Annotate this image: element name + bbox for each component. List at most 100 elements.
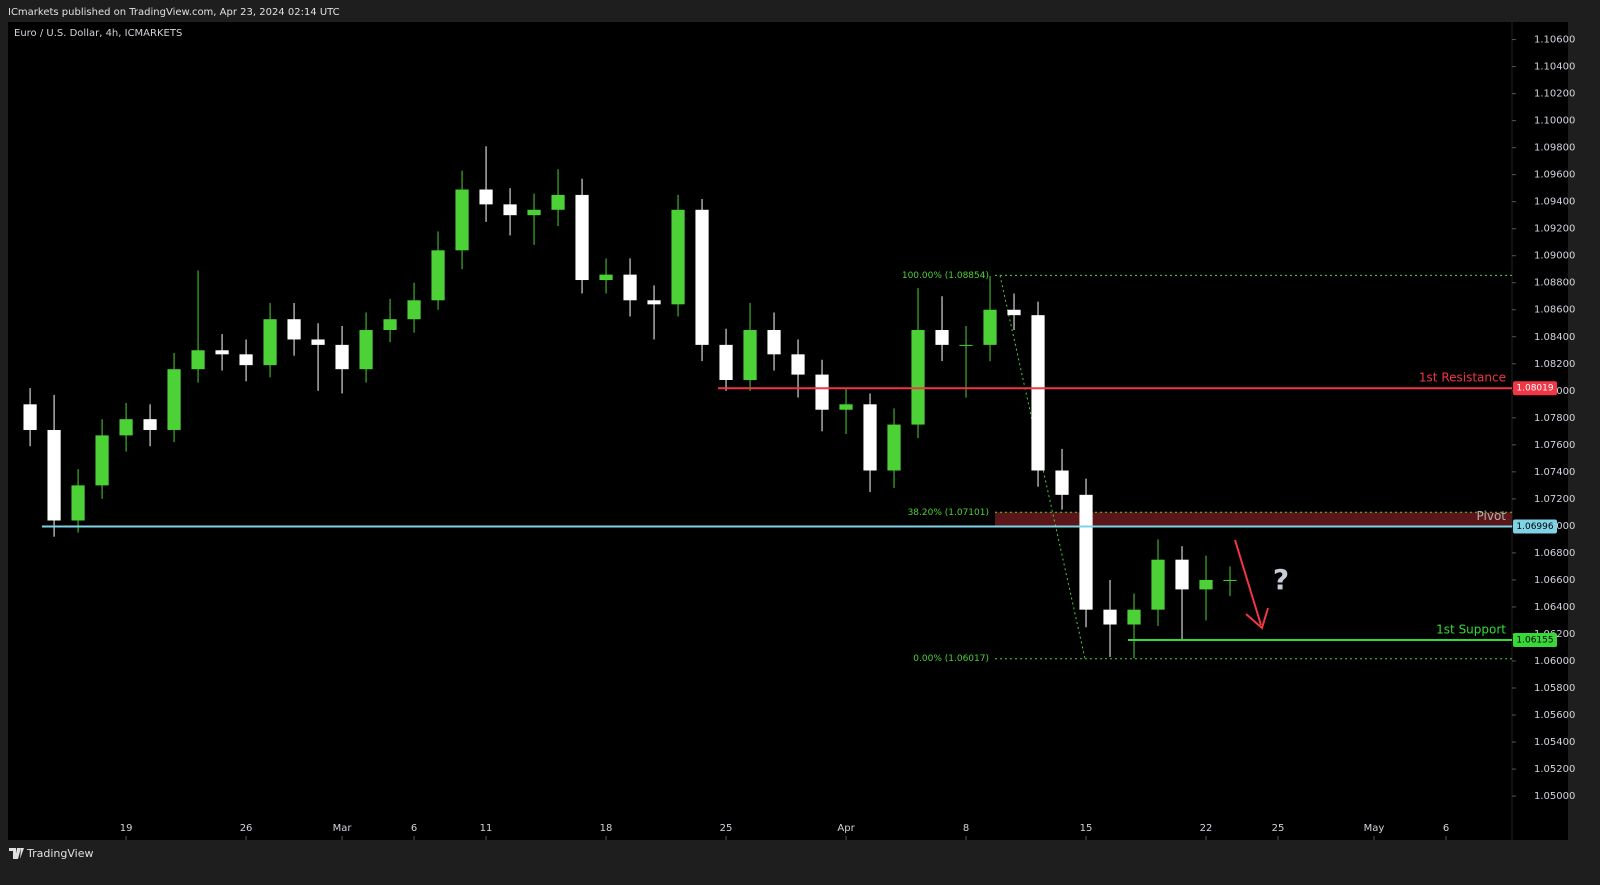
x-tick-label: 26 <box>240 823 253 834</box>
candle-body <box>959 344 973 346</box>
fib-label: 100.00% (1.08854) <box>902 271 989 281</box>
chart-title: Euro / U.S. Dollar, 4h, ICMARKETS <box>14 28 182 39</box>
y-tick-label: 1.08200 <box>1534 359 1575 370</box>
candle-body <box>623 274 637 301</box>
candle-body <box>791 354 805 375</box>
y-tick-label: 1.06600 <box>1534 575 1575 586</box>
candle-body <box>815 374 829 410</box>
fib-label: 38.20% (1.07101) <box>908 508 989 518</box>
plot <box>23 146 1512 660</box>
footer-logo: TradingView <box>9 847 93 860</box>
candle-body <box>1223 579 1237 581</box>
level-name: 1st Resistance <box>1419 371 1506 385</box>
y-tick-label: 1.08800 <box>1534 278 1575 289</box>
y-tick-label: 1.10200 <box>1534 89 1575 100</box>
y-tick-label: 1.10400 <box>1534 62 1575 73</box>
y-tick-label: 1.09200 <box>1534 224 1575 235</box>
candle-body <box>407 300 421 320</box>
candle-body <box>263 319 277 366</box>
y-tick-label: 1.07600 <box>1534 440 1575 451</box>
level-name: Pivot <box>1477 509 1507 523</box>
y-tick-label: 1.09600 <box>1534 170 1575 181</box>
candle-body <box>191 350 205 370</box>
candle-body <box>551 194 565 210</box>
x-tick-label: 11 <box>480 823 493 834</box>
candle-body <box>1151 559 1165 610</box>
chart-area <box>8 22 1568 840</box>
candle-body <box>575 194 589 281</box>
candle-body <box>311 339 325 345</box>
x-tick-label: 6 <box>411 823 417 834</box>
x-tick-label: Mar <box>333 823 353 834</box>
candle-body <box>1199 579 1213 590</box>
y-tick-label: 1.07400 <box>1534 467 1575 478</box>
y-tick-label: 1.09400 <box>1534 197 1575 208</box>
y-tick-label: 1.07800 <box>1534 413 1575 424</box>
candle-body <box>887 424 901 471</box>
candle-body <box>431 250 445 301</box>
price-tag <box>1513 381 1557 396</box>
y-tick-label: 1.07200 <box>1534 494 1575 505</box>
y-tick-label: 1.05600 <box>1534 710 1575 721</box>
candle-body <box>767 330 781 355</box>
price-tag-label: 1.06996 <box>1516 522 1553 532</box>
price-tag <box>1513 519 1557 534</box>
candle-body <box>839 404 853 410</box>
candle-body <box>359 330 373 370</box>
y-tick-label: 1.09800 <box>1534 143 1575 154</box>
x-tick-label: 25 <box>1272 823 1285 834</box>
candle-body <box>455 189 469 251</box>
x-tick-label: 6 <box>1443 823 1449 834</box>
candle-body <box>383 319 397 331</box>
candle-body <box>695 209 709 345</box>
candle-body <box>1103 609 1117 625</box>
price-tag-label: 1.06155 <box>1516 636 1553 646</box>
y-tick-label: 1.08400 <box>1534 332 1575 343</box>
candle-body <box>23 404 37 430</box>
candle-body <box>1079 494 1093 610</box>
y-tick-label: 1.09000 <box>1534 251 1575 262</box>
x-tick-label: 15 <box>1080 823 1093 834</box>
x-tick-label: 18 <box>600 823 613 834</box>
x-tick-label: 25 <box>720 823 733 834</box>
x-tick-label: Apr <box>837 823 855 834</box>
candle-body <box>167 369 181 430</box>
y-tick-label: 1.05000 <box>1534 791 1575 802</box>
candle-body <box>719 344 733 380</box>
pivot-zone <box>995 512 1512 527</box>
candle-body <box>95 435 109 486</box>
x-tick-label: May <box>1364 823 1385 834</box>
candle-body <box>911 330 925 425</box>
candle-body <box>1127 609 1141 625</box>
candle-body <box>47 429 61 521</box>
y-tick-label: 1.06400 <box>1534 602 1575 613</box>
candle-body <box>863 404 877 471</box>
candle-body <box>287 319 301 340</box>
candle-body <box>647 300 661 305</box>
candle-body <box>479 189 493 205</box>
y-tick-label: 1.10000 <box>1534 116 1575 127</box>
price-tag <box>1513 633 1557 648</box>
candle-body <box>1175 559 1189 590</box>
x-tick-label: 19 <box>120 823 133 834</box>
arrow <box>1234 539 1269 630</box>
fib-label: 0.00% (1.06017) <box>913 654 989 664</box>
candle-body <box>239 354 253 366</box>
y-tick-label: 1.05400 <box>1534 737 1575 748</box>
candle-body <box>335 344 349 370</box>
y-tick-label: 1.08600 <box>1534 305 1575 316</box>
candle-body <box>215 350 229 355</box>
y-tick-label: 1.06000 <box>1534 656 1575 667</box>
y-tick-label: 1.06800 <box>1534 548 1575 559</box>
x-tick-label: 22 <box>1200 823 1213 834</box>
y-tick-label: 1.10600 <box>1534 35 1575 46</box>
candle-body <box>71 485 85 521</box>
candle-body <box>503 204 517 216</box>
header: ICmarkets published on TradingView.com, … <box>8 7 340 18</box>
candle-body <box>1007 309 1021 316</box>
candle-body <box>119 419 133 436</box>
candle-body <box>143 419 157 430</box>
candle-body <box>599 274 613 281</box>
candle-body <box>743 330 757 380</box>
